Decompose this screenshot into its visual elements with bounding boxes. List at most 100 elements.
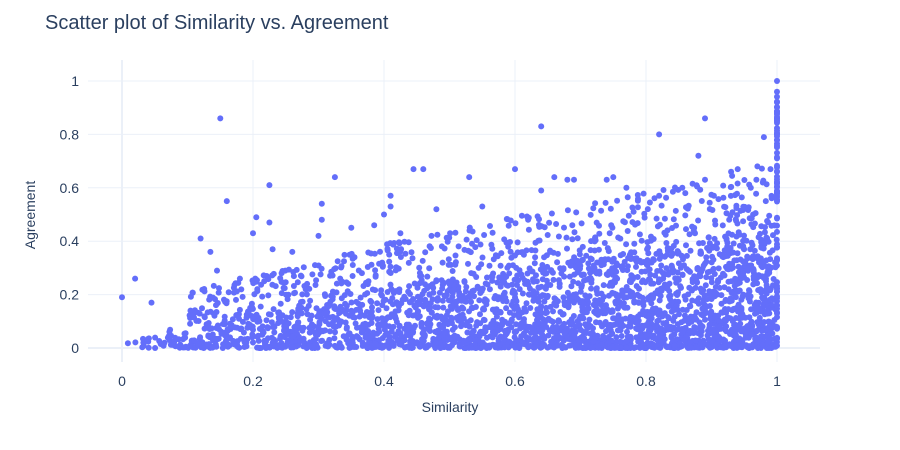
data-point [774,184,780,191]
data-point [732,336,739,343]
data-point [519,290,526,297]
data-point [405,239,412,246]
data-point [689,287,695,294]
data-point [581,277,587,284]
data-point [322,327,329,334]
data-point [564,245,570,252]
data-point [610,315,617,322]
data-point [211,312,218,319]
data-point [477,311,483,318]
x-tick-label: 0.2 [243,373,263,389]
data-point [294,310,301,317]
data-point [281,285,288,292]
data-point [564,207,571,214]
data-point [461,278,468,285]
data-point [481,298,488,305]
data-point [428,309,435,316]
data-point [371,222,378,229]
data-point [627,256,634,262]
data-point [140,335,146,342]
data-point [590,205,597,212]
data-point [744,277,751,283]
data-point [429,296,436,303]
data-point [428,232,435,239]
data-point [300,324,307,331]
data-point [681,312,688,319]
data-point [618,290,625,297]
data-point [195,309,202,316]
data-point [343,302,350,309]
data-point [467,290,474,297]
data-point [424,325,431,332]
data-point [564,176,571,183]
data-point [658,262,665,269]
data-point [514,249,521,256]
data-point [563,234,570,241]
data-point [489,229,496,236]
data-point [774,173,780,180]
data-point [429,282,436,288]
data-point [510,298,517,305]
data-point [690,227,697,234]
data-point [336,320,343,327]
data-point [418,277,425,284]
data-point [357,294,364,301]
data-point [744,255,751,262]
data-point [575,338,582,344]
data-point [647,340,654,347]
data-point [442,293,449,299]
data-point [189,289,196,296]
data-point [439,297,446,304]
data-point [567,262,574,269]
data-point [645,250,652,257]
data-point [291,324,298,331]
data-point [299,291,306,298]
data-point [409,338,416,344]
data-point [663,265,670,272]
data-point [621,304,628,311]
data-point [628,318,635,325]
data-point [732,332,739,338]
data-point [470,270,477,277]
data-point [232,324,238,331]
data-point [290,269,297,275]
data-point [411,280,418,287]
data-point [550,308,556,315]
data-point [654,318,661,325]
data-point [734,166,741,173]
data-point [571,176,577,183]
data-point [430,289,437,296]
data-point [452,261,459,268]
data-point [385,337,392,344]
data-point [657,293,664,299]
data-point [425,342,432,349]
data-point [663,240,670,246]
data-point [577,288,584,295]
data-point [479,203,486,210]
data-point [132,339,139,346]
data-point [215,289,222,296]
data-point [452,229,459,236]
data-point [512,220,519,227]
data-point [774,302,780,309]
data-point [774,155,780,162]
data-point [261,278,268,285]
data-point [681,337,688,343]
data-point [722,253,729,260]
data-point [592,234,599,241]
data-point [239,318,246,325]
data-point [507,217,514,224]
data-point [489,273,496,280]
data-point [740,203,747,210]
data-point [340,333,347,340]
data-point [740,218,747,225]
data-point [663,271,670,278]
y-tick-label: 0 [71,340,79,356]
data-point [231,289,237,296]
data-point [602,319,609,325]
data-point [683,204,689,211]
data-point [609,308,616,315]
data-point [207,248,214,255]
data-point [205,333,212,340]
data-point [536,223,543,230]
